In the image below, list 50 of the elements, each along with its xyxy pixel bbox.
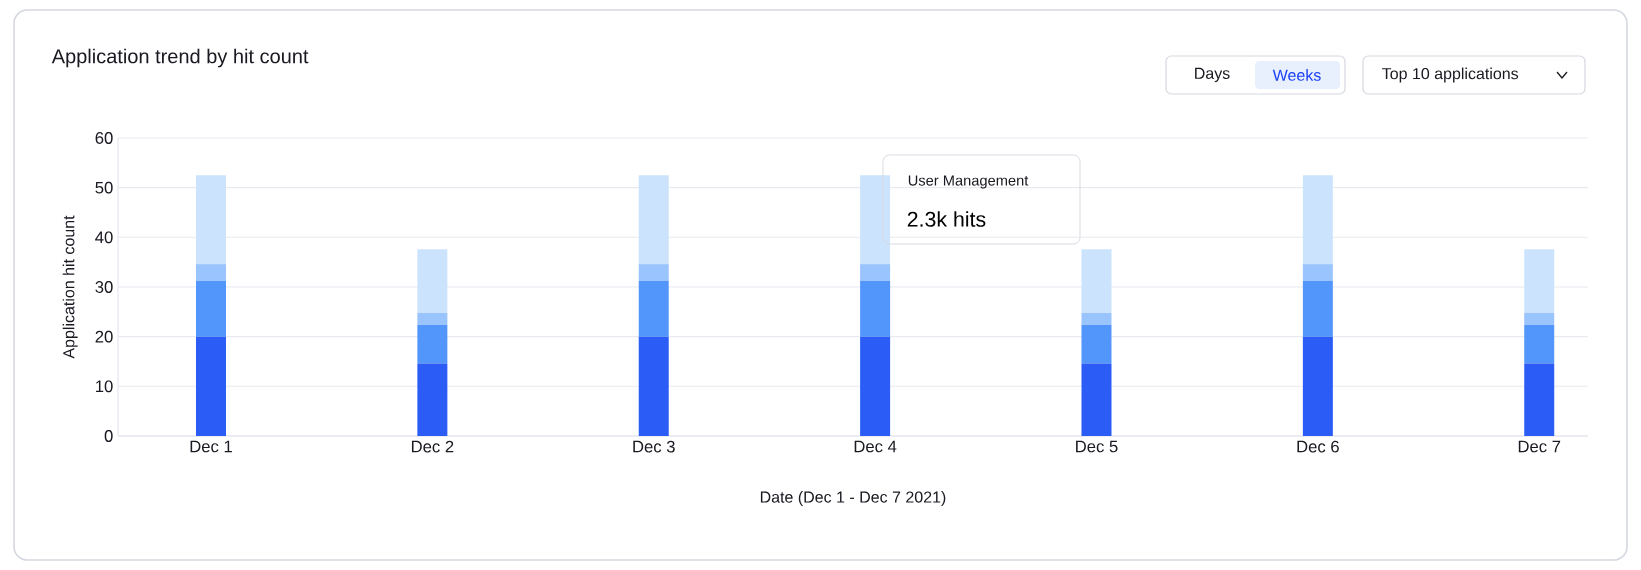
- bar: [1302, 281, 1333, 337]
- x-tick-label: Dec 1: [190, 440, 232, 453]
- y-tick-label: 30: [95, 281, 113, 293]
- bar: [638, 264, 669, 282]
- bar: [1081, 249, 1112, 313]
- bar: [195, 281, 226, 337]
- bar: [195, 175, 226, 265]
- x-tick-label: Dec 4: [854, 440, 897, 453]
- bar: [195, 264, 226, 282]
- x-axis-title: Date (Dec 1 - Dec 7 2021): [760, 490, 946, 506]
- bar: [1302, 336, 1333, 436]
- bar: [417, 312, 448, 325]
- x-tick-label: Dec 7: [1518, 440, 1561, 453]
- bar: [638, 175, 669, 265]
- bar: [1524, 312, 1555, 325]
- text: Weeks: [1272, 69, 1321, 81]
- y-tick-label: 20: [95, 330, 113, 343]
- annotation: User Management: [908, 175, 1029, 189]
- bar: [195, 336, 226, 436]
- bar: [860, 264, 891, 282]
- chart-title: Application trend by hit count: [51, 48, 309, 68]
- bar: [1081, 312, 1112, 325]
- bar: [1302, 264, 1333, 282]
- y-tick-label: 40: [95, 231, 113, 244]
- y-axis-title: Application hit count: [62, 215, 78, 359]
- bar: [860, 175, 891, 265]
- bar: [1081, 363, 1112, 436]
- bar: [1524, 324, 1555, 364]
- bar: [860, 281, 891, 337]
- bar: [1524, 363, 1555, 436]
- x-tick-label: Dec 3: [633, 440, 675, 453]
- y-tick-label: 10: [96, 380, 113, 393]
- y-tick-label: 50: [95, 181, 113, 194]
- bar: [1081, 324, 1112, 364]
- y-tick-label: 60: [95, 132, 113, 144]
- text: Days: [1195, 67, 1230, 83]
- bar: [638, 336, 669, 436]
- bar: [860, 336, 891, 436]
- bar: [417, 324, 448, 364]
- bar: [417, 249, 448, 313]
- bar: [417, 363, 448, 436]
- text: Top 10 applications: [1382, 67, 1519, 83]
- x-tick-label: Dec 6: [1297, 440, 1339, 453]
- x-tick-label: Dec 5: [1076, 440, 1118, 453]
- bar: [1302, 175, 1333, 265]
- bar: [638, 281, 669, 337]
- x-tick-label: Dec 2: [411, 440, 454, 453]
- y-tick-label: 0: [104, 430, 113, 442]
- annotation: 2.3k hits: [907, 211, 986, 227]
- bar: [1524, 249, 1555, 313]
